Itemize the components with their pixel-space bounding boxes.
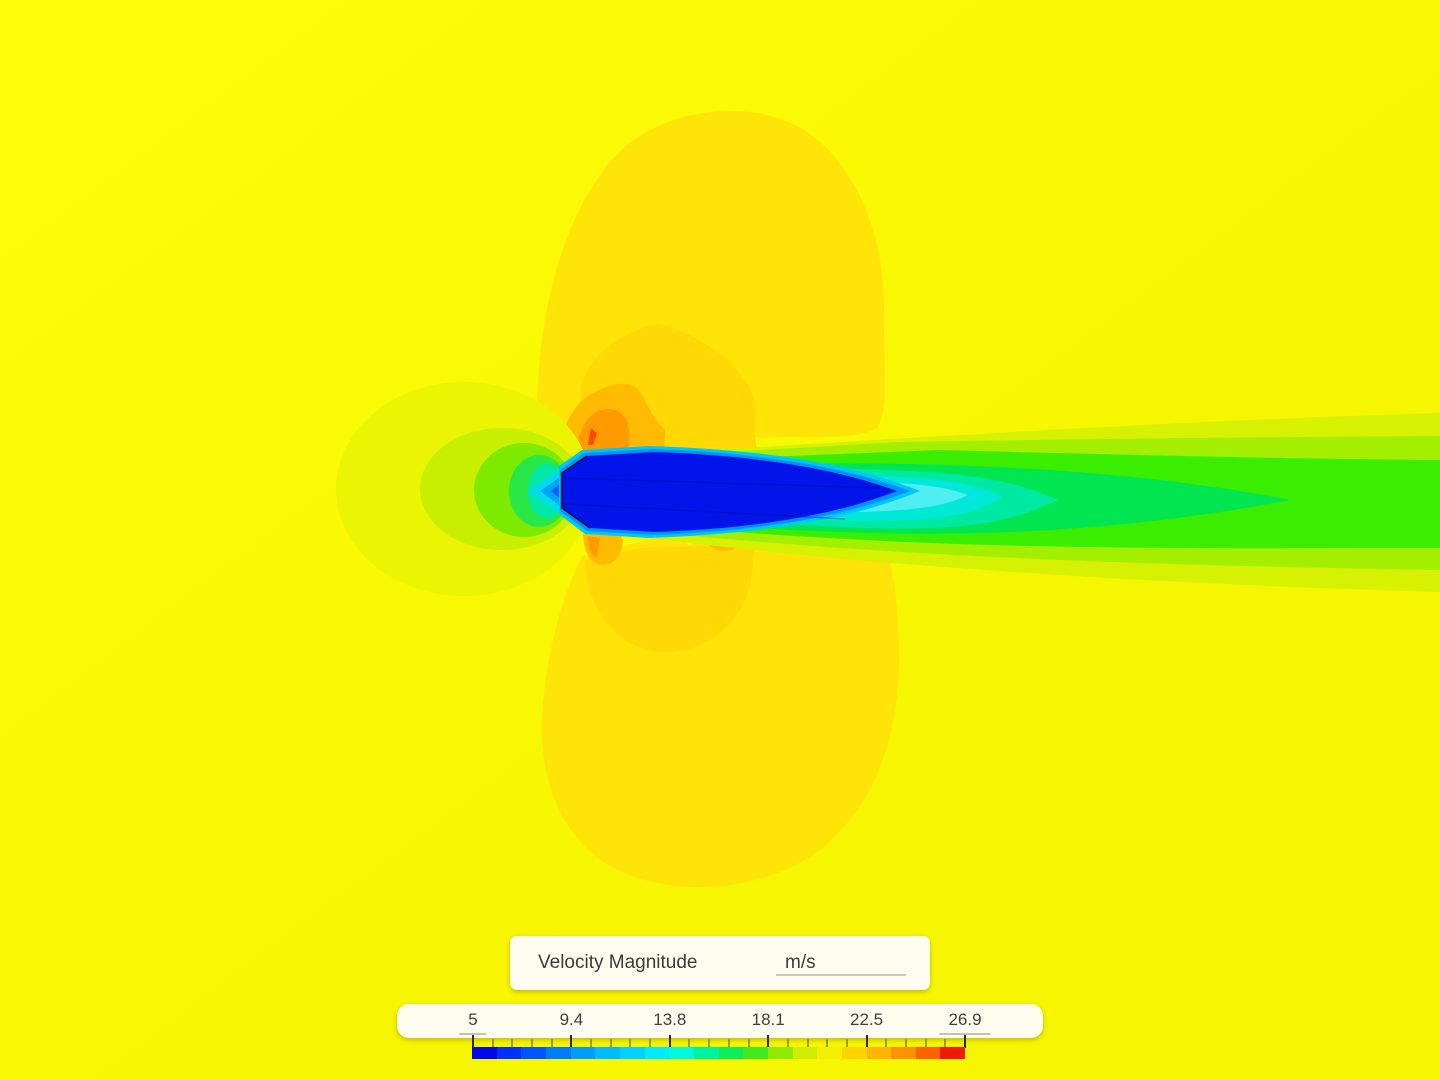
colorbar-segment <box>496 1047 522 1059</box>
colorbar-segment <box>570 1047 596 1059</box>
colorbar-segment <box>521 1047 546 1059</box>
legend-unit-field[interactable]: m/s <box>776 949 906 976</box>
colorbar-segment <box>595 1047 620 1059</box>
minor-tick <box>551 1039 553 1048</box>
minor-tick <box>728 1039 730 1048</box>
legend-field-name[interactable]: Velocity Magnitude <box>538 952 698 973</box>
minor-tick <box>629 1039 631 1048</box>
scale-label: 13.8 <box>653 1010 687 1029</box>
minor-tick <box>590 1039 592 1048</box>
body-surface[interactable] <box>562 452 897 532</box>
minor-tick <box>807 1039 809 1048</box>
minor-tick <box>925 1039 927 1048</box>
body-chord-lines <box>563 477 881 520</box>
body-outline <box>561 455 591 529</box>
colorbar-ruler <box>472 1035 966 1048</box>
colorbar-segment <box>866 1047 892 1059</box>
colorbar-segment <box>817 1047 842 1059</box>
colorbar-segment <box>841 1047 867 1059</box>
major-tick <box>668 1035 671 1048</box>
major-tick <box>767 1035 770 1048</box>
major-tick <box>964 1035 966 1048</box>
colorbar-segment <box>669 1047 694 1059</box>
colorbar-segment <box>940 1047 966 1059</box>
colorbar-segment <box>693 1047 719 1059</box>
minor-tick <box>748 1039 750 1048</box>
legend-unit-text: m/s <box>785 952 816 973</box>
minor-tick <box>826 1039 828 1048</box>
colorbar-segment <box>619 1047 645 1059</box>
scale-min-field[interactable]: 5 <box>459 1006 487 1035</box>
colorbar-segment <box>644 1047 670 1059</box>
minor-tick <box>944 1039 946 1048</box>
minor-tick <box>846 1039 848 1048</box>
contour-lower-orange-deep <box>588 536 600 557</box>
colorbar-segment <box>545 1047 571 1059</box>
scale-label: 9.4 <box>559 1010 584 1029</box>
contour-stagnation-wedge-blue <box>540 475 563 508</box>
minor-tick <box>787 1039 789 1048</box>
legend-scale-box <box>397 1004 1043 1038</box>
minor-tick <box>531 1039 533 1048</box>
scale-max-field[interactable]: 26.9 <box>939 1006 991 1035</box>
major-tick <box>472 1035 474 1048</box>
minor-tick <box>649 1039 651 1048</box>
colorbar-segment <box>915 1047 941 1059</box>
minor-tick <box>708 1039 710 1048</box>
colorbar-segment <box>792 1047 818 1059</box>
colorbar-segment <box>767 1047 793 1059</box>
minor-tick <box>610 1039 612 1048</box>
colorbar-segment <box>472 1047 497 1059</box>
colorbar <box>472 1047 966 1059</box>
scale-label: 18.1 <box>751 1010 785 1029</box>
minor-tick <box>885 1039 887 1048</box>
contour-upper-red-spot <box>588 428 597 445</box>
colorbar-segment <box>718 1047 744 1059</box>
minor-tick <box>905 1039 907 1048</box>
scale-label: 22.5 <box>850 1010 884 1029</box>
legend-title-box: Velocity Magnitude m/s <box>510 936 930 990</box>
scale-labels: 5 9.4 13.8 18.1 22.5 26.9 <box>459 1004 991 1038</box>
colorbar-segment <box>743 1047 768 1059</box>
minor-tick <box>511 1039 513 1048</box>
contour-lower-dome-inner <box>585 546 755 653</box>
minor-tick <box>492 1039 494 1048</box>
colorbar-segment <box>891 1047 916 1059</box>
major-tick <box>570 1035 573 1048</box>
major-tick <box>865 1035 868 1048</box>
minor-tick <box>688 1039 690 1048</box>
